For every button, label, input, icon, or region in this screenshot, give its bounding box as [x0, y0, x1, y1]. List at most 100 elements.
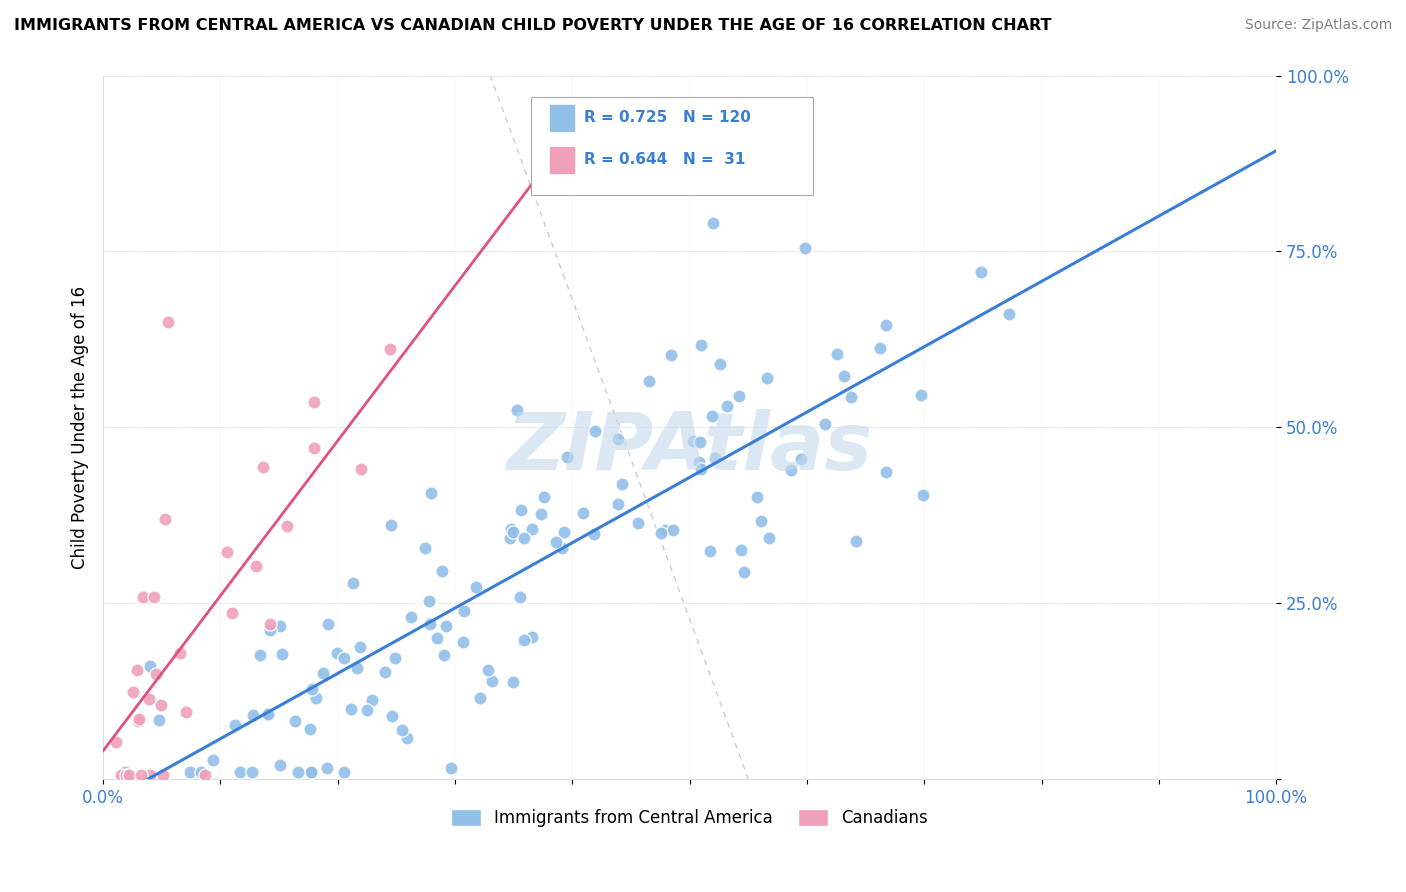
Point — [418, 593, 440, 607]
Point — [834, 369, 856, 384]
Point — [582, 527, 605, 541]
Point — [128, 712, 150, 726]
Point — [326, 646, 349, 660]
Point — [259, 616, 281, 631]
Point — [242, 764, 264, 779]
Point — [607, 497, 630, 511]
Point — [252, 459, 274, 474]
Point — [284, 714, 307, 728]
Point — [522, 630, 544, 644]
Point — [114, 764, 136, 779]
Point — [148, 713, 170, 727]
Point — [132, 591, 155, 605]
Point — [513, 532, 536, 546]
Point — [150, 698, 173, 713]
Legend: Immigrants from Central America, Canadians: Immigrants from Central America, Canadia… — [444, 803, 935, 834]
Point — [125, 663, 148, 677]
Point — [104, 735, 127, 749]
Point — [689, 338, 711, 352]
Y-axis label: Child Poverty Under the Age of 16: Child Poverty Under the Age of 16 — [72, 285, 89, 569]
Point — [316, 761, 339, 775]
Point — [551, 541, 574, 556]
Point — [869, 341, 891, 355]
Point — [730, 542, 752, 557]
Point — [152, 768, 174, 782]
Point — [780, 463, 803, 477]
Point — [245, 559, 267, 574]
Point — [333, 651, 356, 665]
Point — [419, 485, 441, 500]
Point — [304, 442, 326, 456]
Text: ZIPAtlas: ZIPAtlas — [506, 409, 873, 487]
Text: R = 0.725   N = 120: R = 0.725 N = 120 — [583, 111, 751, 125]
Point — [287, 764, 309, 779]
Point — [970, 265, 993, 279]
Point — [875, 318, 897, 332]
Point — [127, 714, 149, 729]
Point — [749, 514, 772, 528]
Text: IMMIGRANTS FROM CENTRAL AMERICA VS CANADIAN CHILD POVERTY UNDER THE AGE OF 16 CO: IMMIGRANTS FROM CENTRAL AMERICA VS CANAD… — [14, 18, 1052, 33]
Point — [700, 409, 723, 424]
Point — [430, 564, 453, 578]
Point — [464, 580, 486, 594]
Point — [342, 575, 364, 590]
Point — [138, 691, 160, 706]
Point — [499, 522, 522, 536]
Point — [839, 390, 862, 404]
Point — [530, 508, 553, 522]
Point — [298, 722, 321, 736]
Point — [659, 348, 682, 362]
Point — [391, 723, 413, 738]
Point — [509, 590, 531, 604]
Point — [637, 374, 659, 388]
Point — [190, 764, 212, 779]
Point — [689, 434, 711, 449]
Point — [242, 708, 264, 723]
Point — [249, 648, 271, 663]
Point — [299, 764, 322, 779]
Point — [384, 651, 406, 665]
Point — [256, 707, 278, 722]
Point — [145, 667, 167, 681]
Point — [453, 635, 475, 649]
Point — [413, 541, 436, 555]
Point — [432, 648, 454, 662]
Point — [650, 526, 672, 541]
Point — [682, 434, 704, 448]
Point — [269, 619, 291, 633]
Point — [399, 609, 422, 624]
Point — [380, 342, 402, 356]
Point — [221, 606, 243, 620]
Point — [129, 768, 152, 782]
Point — [440, 761, 463, 775]
Point — [825, 346, 848, 360]
Point — [156, 315, 179, 329]
Point — [555, 450, 578, 464]
Point — [316, 617, 339, 632]
Point — [505, 403, 527, 417]
Point — [610, 477, 633, 491]
Point — [259, 624, 281, 638]
Point — [228, 764, 250, 779]
Point — [301, 764, 323, 779]
Point — [179, 764, 201, 779]
Point — [202, 753, 225, 767]
Point — [627, 516, 650, 530]
Point — [654, 523, 676, 537]
Point — [845, 534, 868, 549]
Point — [703, 450, 725, 465]
Point — [169, 646, 191, 660]
Point — [381, 709, 404, 723]
Point — [217, 545, 239, 559]
Point — [733, 565, 755, 579]
Point — [997, 308, 1019, 322]
Point — [257, 707, 280, 722]
Point — [520, 523, 543, 537]
Text: Source: ZipAtlas.com: Source: ZipAtlas.com — [1244, 18, 1392, 32]
Point — [346, 661, 368, 675]
Point — [142, 591, 165, 605]
Point — [434, 619, 457, 633]
Point — [194, 768, 217, 782]
Point — [544, 534, 567, 549]
Point — [477, 663, 499, 677]
